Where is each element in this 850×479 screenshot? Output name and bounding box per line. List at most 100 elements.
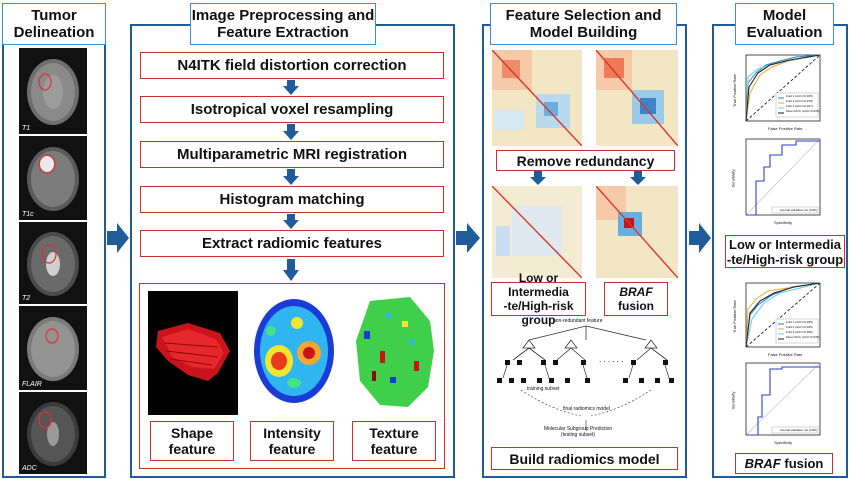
braf-evaluation-text: BRAF — [744, 456, 781, 471]
roc1-legend-1: Fold 2 (AUC=0.978) — [786, 99, 813, 103]
brain-flair-svg — [27, 317, 79, 381]
remove-redundancy-label: Remove redundancy — [496, 150, 675, 171]
down-arrow-hm-right — [630, 171, 646, 185]
braf-evaluation-suffix: fusion — [780, 456, 824, 471]
tree-mid-text: training subset — [527, 386, 560, 392]
sens2-ylabel: Sensitivity — [730, 391, 736, 410]
heatmap-top-left — [492, 50, 582, 146]
sens1-ylabel: Sensitivity — [730, 169, 736, 188]
step-resampling: Isotropical voxel resampling — [140, 96, 444, 123]
mri-t1-image: T1 — [19, 48, 87, 134]
mri-t2-image: T2 — [19, 222, 87, 304]
risk-group-selection-text: Low or Intermedia -te/High-risk group — [503, 271, 574, 327]
mri-t1c-image: T1c — [19, 136, 87, 220]
build-model-label: Build radiomics model — [491, 447, 678, 470]
intensity-feature-label: Intensity feature — [250, 421, 334, 461]
roc1-legend-0: Fold 1 (AUC=0.935) — [786, 94, 813, 98]
braf-fusion-label-selection: BRAF fusion — [604, 282, 668, 316]
braf-fusion-label-evaluation: BRAF fusion — [735, 453, 833, 474]
tree-final-text: final radiomics model — [563, 406, 610, 412]
header-selection-text: Feature Selection and Model Building — [505, 7, 662, 41]
remove-redundancy-text: Remove redundancy — [516, 152, 655, 169]
roc1-legend-2: Fold 3 (AUC=0.947) — [786, 104, 813, 108]
step-histogram-text: Histogram matching — [219, 191, 365, 208]
brain-t1-svg — [27, 59, 79, 125]
shape-feature-label: Shape feature — [150, 421, 234, 461]
shape-3d-svg — [156, 323, 230, 381]
brain-t1c-svg — [27, 147, 79, 211]
step-histogram: Histogram matching — [140, 186, 444, 213]
shape-feature-image — [148, 291, 238, 415]
down-arrow-hm-left — [530, 171, 546, 185]
step-n4itk: N4ITK field distortion correction — [140, 52, 444, 79]
intensity-map-svg — [254, 299, 334, 403]
mri-flair-image: FLAIR — [19, 306, 87, 390]
roc2-legend-2: Fold 3 (AUC=0.935) — [786, 330, 813, 334]
flow-arrow-3 — [689, 223, 711, 253]
mri-adc-image: ADC — [19, 392, 87, 474]
risk-group-label-selection: Low or Intermedia -te/High-risk group — [491, 271, 586, 327]
braf-selection-text: BRAF — [619, 285, 653, 299]
down-arrow-5 — [283, 259, 299, 281]
tree-top-text: non-redundant feature — [553, 318, 603, 324]
mri-label-flair: FLAIR — [22, 381, 42, 388]
heatmap-top-right — [596, 50, 678, 146]
mri-label-t1c: T1c — [22, 211, 34, 218]
risk-group-label-evaluation: Low or Intermedia -te/High-risk group — [725, 235, 845, 268]
roc2-legend-1: Fold 2 (AUC=0.935) — [786, 325, 813, 329]
heatmap-bottom-left — [492, 186, 582, 278]
header-tumor-text: Tumor Delineation — [13, 7, 95, 41]
flow-arrow-2 — [456, 223, 480, 253]
header-selection: Feature Selection and Model Building — [490, 3, 677, 45]
sens1-xlabel: Specificity — [774, 220, 793, 225]
header-evaluation-text: Model Evaluation — [746, 7, 823, 41]
mri-label-t2: T2 — [22, 295, 31, 302]
roc1-ylabel: True Positive Rate — [731, 74, 737, 107]
sens1-legend: internal validation set (0.89) — [780, 208, 817, 212]
feature-box — [139, 283, 445, 469]
down-arrow-4 — [283, 214, 299, 229]
shape-feature-text: Shape feature — [168, 425, 216, 457]
heatmap-bottom-right — [596, 186, 678, 278]
roc-chart-braf — [736, 281, 824, 359]
mri-label-adc: ADC — [22, 465, 37, 472]
texture-feature-image — [350, 291, 440, 415]
roc2-legend-3: Mean ROC (AUC=0.935) — [786, 335, 820, 339]
brain-adc-svg — [27, 402, 79, 466]
decision-tree-diagram: . . . . . . — [497, 325, 674, 430]
step-registration: Multiparametric MRI registration — [140, 141, 444, 168]
roc1-xlabel: False Positive Rate — [768, 126, 803, 131]
step-resampling-text: Isotropical voxel resampling — [190, 101, 394, 118]
step-extract-text: Extract radiomic features — [201, 235, 383, 252]
brain-t2-svg — [27, 232, 79, 296]
sens2-legend: internal validation set (0.88) — [780, 428, 817, 432]
build-model-text: Build radiomics model — [509, 450, 660, 467]
flow-arrow-1 — [107, 223, 129, 253]
texture-feature-label: Texture feature — [352, 421, 436, 461]
intensity-feature-text: Intensity feature — [263, 425, 321, 457]
texture-feature-text: Texture feature — [369, 425, 419, 457]
roc2-ylabel: True Positive Rate — [731, 300, 737, 333]
step-extract: Extract radiomic features — [140, 230, 444, 257]
svg-text:. . . . . .: . . . . . . — [599, 355, 623, 364]
mri-label-t1: T1 — [22, 125, 31, 132]
down-arrow-1 — [283, 80, 299, 95]
roc2-legend-0: Fold 1 (AUC=0.935) — [786, 320, 813, 324]
texture-map-svg — [356, 297, 434, 407]
intensity-feature-image — [249, 291, 339, 415]
step-registration-text: Multiparametric MRI registration — [176, 146, 408, 163]
tree-bottom-text: Molecular Subgroup Prediction (testing s… — [543, 426, 613, 438]
sensitivity-chart-braf — [736, 361, 824, 447]
braf-selection-suffix: fusion — [618, 299, 654, 313]
down-arrow-2 — [283, 124, 299, 140]
header-tumor-delineation: Tumor Delineation — [2, 3, 106, 45]
header-evaluation: Model Evaluation — [735, 3, 834, 45]
roc-chart-risk — [736, 53, 824, 133]
step-n4itk-text: N4ITK field distortion correction — [177, 57, 407, 74]
header-preproc-text: Image Preprocessing and Feature Extracti… — [191, 7, 375, 41]
roc1-legend-3: Mean ROC (AUC=0.935) — [786, 109, 820, 113]
roc2-xlabel: False Positive Rate — [768, 352, 803, 357]
risk-group-evaluation-text: Low or Intermedia -te/High-risk group — [726, 236, 844, 267]
sens2-xlabel: Specificity — [774, 440, 793, 445]
header-preprocessing: Image Preprocessing and Feature Extracti… — [190, 3, 376, 45]
